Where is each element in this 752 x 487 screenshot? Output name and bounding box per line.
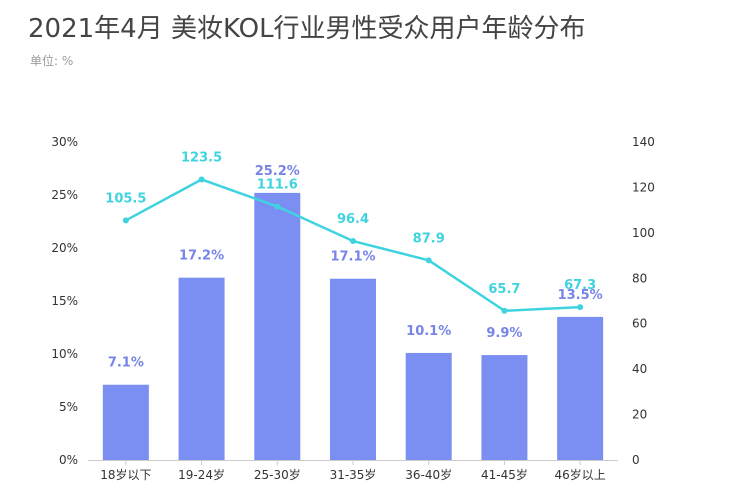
line-point: [350, 238, 356, 245]
y-right-tick-label: 80: [632, 271, 647, 285]
line-data-label: 96.4: [337, 212, 369, 227]
y-right-tick-label: 0: [632, 453, 640, 467]
y-left-tick-label: 25%: [51, 188, 78, 202]
x-category-label: 31-35岁: [330, 467, 377, 482]
x-category-label: 41-45岁: [481, 467, 528, 482]
x-category-label: 36-40岁: [405, 467, 452, 482]
y-right-tick-label: 20: [632, 408, 647, 422]
x-category-label: 18岁以下: [100, 467, 151, 482]
bar: [102, 384, 149, 460]
line-point: [425, 257, 432, 264]
bar: [178, 277, 225, 460]
bar: [254, 192, 301, 460]
x-category-label: 19-24岁: [178, 467, 225, 482]
line-data-label: 65.7: [488, 282, 520, 297]
line-data-label: 123.5: [181, 150, 222, 165]
line-data-label: 67.3: [564, 278, 596, 293]
bar-data-label: 9.9%: [486, 326, 522, 341]
x-category-label: 25-30岁: [254, 467, 301, 482]
line-point: [198, 176, 205, 183]
line-point: [122, 217, 129, 224]
bar: [481, 355, 528, 460]
y-left-tick-label: 20%: [51, 241, 78, 255]
y-left-tick-label: 15%: [51, 294, 78, 308]
chart-unit-label: 单位: %: [30, 54, 74, 68]
line-data-label: 111.6: [257, 178, 298, 193]
line-data-label: 105.5: [105, 191, 146, 206]
y-right-tick-label: 100: [632, 226, 655, 240]
bar-data-label: 17.2%: [179, 249, 224, 264]
bar-data-label: 25.2%: [255, 164, 300, 179]
y-left-tick-label: 30%: [51, 135, 78, 149]
y-left-tick-label: 10%: [51, 347, 78, 361]
y-left-tick-label: 0%: [59, 453, 78, 467]
line-data-label: 87.9: [413, 231, 445, 246]
bar: [405, 352, 452, 460]
line-point: [501, 307, 508, 314]
chart-title: 2021年4月 美妆KOL行业男性受众用户年龄分布: [28, 14, 586, 44]
y-right-tick-label: 140: [632, 135, 655, 149]
line-point: [274, 203, 281, 210]
bar: [557, 316, 604, 460]
bar-data-label: 13.5%: [558, 288, 603, 303]
bar: [330, 278, 376, 460]
bar-data-label: 7.1%: [108, 356, 144, 371]
bar-data-label: 17.1%: [330, 250, 375, 265]
y-right-tick-label: 60: [632, 317, 647, 331]
bar-data-label: 10.1%: [406, 324, 451, 339]
y-left-tick-label: 5%: [59, 400, 78, 414]
y-right-tick-label: 120: [632, 180, 655, 194]
x-category-label: 46岁以上: [555, 467, 606, 482]
y-right-tick-label: 40: [632, 362, 647, 376]
line-point: [577, 304, 584, 311]
